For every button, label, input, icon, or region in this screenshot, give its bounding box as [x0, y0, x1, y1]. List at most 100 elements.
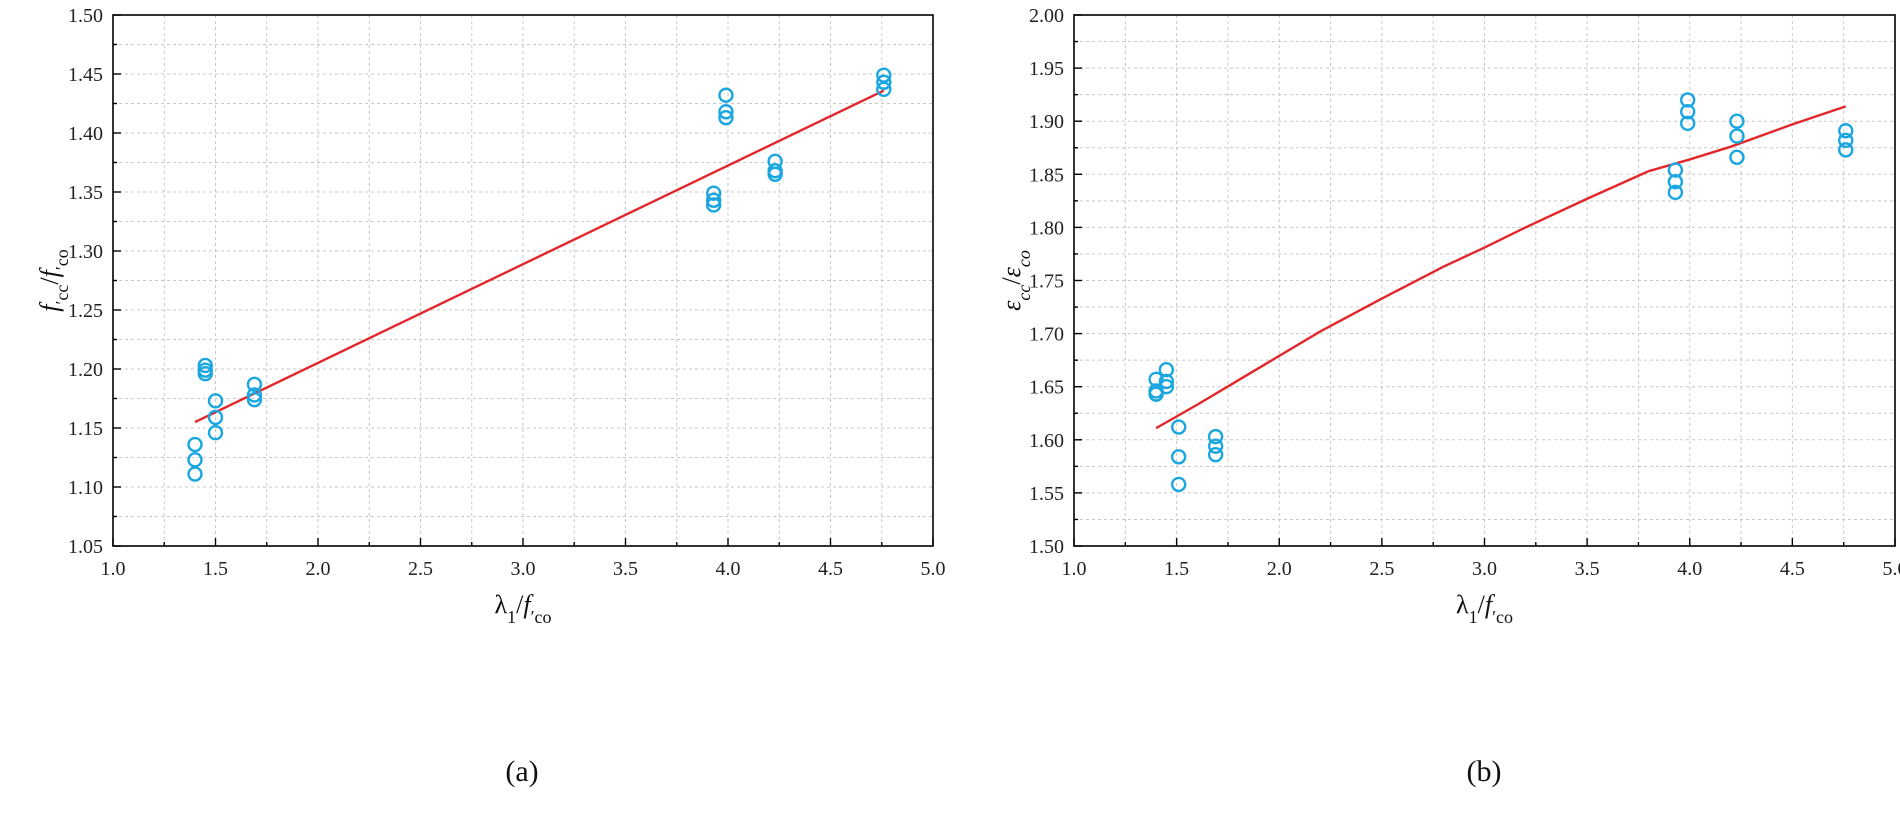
y-axis-label-part: / [997, 277, 1026, 285]
x-axis-label-part: ′ [1492, 607, 1496, 627]
data-point [718, 109, 734, 126]
x-axis-label-part: co [535, 607, 552, 627]
data-point [246, 391, 263, 408]
data-point [1667, 184, 1684, 201]
panel-label: (a) [505, 755, 538, 788]
data-point [1158, 362, 1175, 378]
data-point [1207, 438, 1224, 454]
data-point [1667, 162, 1684, 178]
data-point [767, 153, 783, 170]
y-tick-label: 1.15 [68, 418, 103, 440]
data-point [1679, 115, 1696, 132]
y-tick-label: 1.05 [68, 536, 103, 558]
data-point [1170, 449, 1187, 465]
x-tick-label: 4.5 [818, 558, 843, 580]
data-point [197, 362, 213, 378]
x-tick-label: 1.0 [101, 558, 126, 580]
chart-panel-a: 1.0 1.5 2.0 2.5 3.0 3.5 4.0 4.5 5.0 1.05 1.10 1.15 1… [35, 5, 946, 788]
x-tick-label: 2.0 [1267, 558, 1292, 580]
y-tick-label: 1.30 [68, 241, 103, 263]
data-point [718, 104, 734, 120]
x-axis-label: λ1/f′co [494, 590, 551, 627]
data-point [705, 185, 722, 201]
y-tick-label: 1.65 [1029, 377, 1064, 399]
data-point [1158, 379, 1175, 395]
x-tick-label: 3.5 [613, 558, 638, 580]
y-tick-label: 1.60 [1029, 430, 1064, 452]
x-axis-label-part: f [523, 590, 534, 619]
y-axis-label-part: ε [997, 266, 1026, 277]
data-point [187, 452, 203, 468]
data-point [1729, 113, 1745, 129]
y-tick-label: 1.75 [1029, 271, 1064, 293]
x-tick-label: 3.0 [1472, 558, 1497, 580]
x-tick-label: 1.5 [1164, 558, 1189, 580]
x-tick-label: 3.5 [1575, 558, 1600, 580]
data-point [876, 74, 892, 90]
y-tick-label: 1.95 [1029, 58, 1064, 80]
y-tick-label: 1.85 [1029, 164, 1064, 186]
x-tick-label: 1.5 [203, 558, 228, 580]
y-tick-label: 1.55 [1029, 483, 1064, 505]
data-point [1838, 142, 1854, 158]
y-axis-label-part: co [52, 249, 72, 266]
fit-curve [1155, 105, 1847, 430]
data-point [1729, 128, 1745, 144]
x-tick-label: 2.5 [1369, 558, 1394, 580]
y-tick-label: 1.25 [68, 300, 103, 322]
data-point [876, 67, 892, 83]
x-axis-label-part: 1 [507, 607, 516, 627]
x-axis-label: λ1/f′co [1456, 590, 1513, 627]
x-axis-label-part: / [516, 590, 524, 619]
y-axis-label-part: ′ [52, 266, 72, 270]
y-axis-label-part: f [35, 301, 64, 312]
data-point [1170, 476, 1187, 493]
data-point [1207, 446, 1224, 463]
x-axis-label-part: / [1478, 590, 1486, 619]
data-point [1158, 373, 1175, 390]
data-point [1207, 428, 1224, 445]
y-axis-label-part: co [1014, 250, 1034, 267]
y-axis-label-part: cc [1014, 285, 1034, 301]
y-tick-label: 1.20 [68, 359, 103, 381]
y-tick-label: 1.70 [1029, 324, 1064, 346]
x-axis-label-part: 1 [1469, 607, 1478, 627]
data-point [207, 409, 224, 426]
y-tick-label: 1.40 [68, 123, 103, 145]
data-point [197, 357, 213, 374]
data-point [1838, 132, 1854, 149]
data-point [1838, 123, 1854, 139]
x-tick-label: 2.0 [306, 558, 331, 580]
data-point [718, 87, 734, 103]
y-axis-label: εcc/εco [997, 250, 1034, 311]
x-tick-label: 4.5 [1780, 558, 1805, 580]
data-point [246, 376, 263, 393]
x-axis-label-part: λ [1456, 590, 1469, 619]
x-axis-label-part: f [1485, 590, 1496, 619]
x-tick-label: 4.0 [716, 558, 741, 580]
y-tick-label: 1.90 [1029, 111, 1064, 133]
fit-line [194, 89, 885, 424]
y-axis-label: f′cc/f′co [35, 249, 72, 312]
panel-label: (b) [1467, 755, 1502, 788]
x-tick-label: 3.0 [511, 558, 536, 580]
data-point [1170, 419, 1187, 435]
data-point [1667, 174, 1684, 190]
y-tick-label: 1.10 [68, 477, 103, 499]
y-tick-label: 1.45 [68, 64, 103, 86]
x-axis-label-part: λ [494, 590, 507, 619]
data-point [207, 393, 224, 409]
data-point [187, 436, 203, 453]
data-point [705, 192, 722, 208]
data-point [1148, 371, 1164, 387]
y-axis-label-part: ε [997, 300, 1026, 311]
y-axis-label-part: cc [52, 285, 72, 301]
y-axis-label-part: ′ [52, 301, 72, 305]
y-tick-label: 1.50 [1029, 536, 1064, 558]
x-tick-label: 4.0 [1677, 558, 1702, 580]
x-axis-label-part: co [1496, 607, 1513, 627]
x-tick-label: 2.5 [408, 558, 433, 580]
y-tick-label: 1.35 [68, 182, 103, 204]
data-point [767, 163, 783, 179]
